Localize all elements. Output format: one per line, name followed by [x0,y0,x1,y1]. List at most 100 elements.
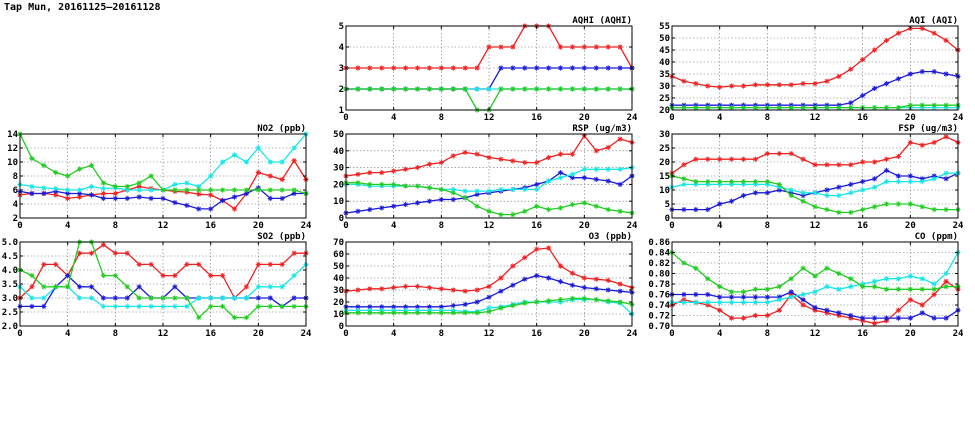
data-point [486,208,492,214]
data-point [557,86,564,92]
data-point [848,105,854,111]
data-point [29,295,35,301]
x-tick-label: 4 [391,329,397,339]
data-point [728,198,735,204]
data-point [943,37,949,43]
y-tick-label: 14 [7,130,18,140]
data-point [764,312,770,319]
data-point [740,105,747,111]
data-point [848,181,854,187]
y-tick-label: 6 [13,186,18,196]
x-tick-label: 20 [579,329,590,339]
data-point [196,191,202,197]
data-point [462,310,468,316]
data-point [605,277,611,283]
data-point [605,207,611,213]
data-point [907,201,913,207]
data-point [510,44,516,50]
data-point [522,86,528,92]
data-point [824,310,830,316]
data-point [243,295,250,301]
data-point [53,169,59,176]
data-point [100,180,107,186]
data-point [931,176,937,182]
data-point [812,204,818,210]
data-point [895,153,902,159]
data-point [41,261,47,267]
data-point [486,283,492,289]
data-point [848,100,854,106]
data-point [148,187,154,193]
data-point [100,190,107,197]
data-point [486,294,492,300]
data-point [486,309,492,315]
data-point [788,276,794,282]
data-point [29,284,35,290]
data-point [871,176,878,182]
data-point [728,181,735,187]
data-point [931,102,937,108]
data-point [812,305,818,311]
data-point [617,44,623,50]
data-point [208,273,214,279]
data-point [88,183,95,190]
x-tick-label: 0 [669,113,674,123]
data-point [510,86,516,92]
data-point [402,183,409,189]
series-blue [669,289,961,321]
data-point [136,194,142,200]
data-point [593,86,599,92]
data-point [943,170,949,176]
chart-rsp: 0 4 8 12 16 20 24 0 10 20 30 40 50 RSP (ug/m3) [333,124,638,231]
data-point [836,193,842,199]
data-point [124,195,130,201]
data-point [355,310,361,316]
data-point [100,186,107,192]
data-point [800,156,806,162]
data-point [836,209,842,215]
series-red [669,278,961,326]
data-point [705,291,711,298]
data-point [255,295,261,301]
x-tick-label: 0 [343,113,348,123]
data-point [860,187,866,193]
data-point [267,187,273,193]
data-point [569,86,576,92]
x-tick-label: 24 [627,221,638,231]
data-point [907,179,913,185]
data-point [752,105,759,111]
page-title: Tap Mun, 20161125–20161128 [4,2,161,13]
data-point [426,185,433,191]
data-point [860,318,866,324]
data-point [136,261,142,267]
data-point [498,65,504,71]
data-point [617,181,623,187]
data-point [617,281,623,287]
data-point [355,304,361,310]
data-point [148,303,154,309]
data-point [219,159,226,165]
data-point [534,273,540,279]
data-point [462,149,468,156]
data-point [788,291,794,298]
data-point [124,284,130,290]
data-point [208,187,214,193]
data-point [581,65,587,71]
x-tick-label: 24 [301,329,312,339]
data-point [693,299,699,305]
data-point [764,181,770,187]
x-tick-label: 16 [531,329,542,339]
y-tick-label: 10 [7,158,18,168]
data-point [124,303,130,309]
data-point [848,66,854,72]
data-point [617,136,623,142]
data-point [100,303,107,309]
data-point [450,196,456,203]
data-point [231,187,238,193]
data-point [848,162,854,168]
data-point [450,153,456,159]
y-tick-label: 4.0 [2,266,18,276]
x-tick-label: 4 [717,221,723,231]
y-tick-label: 3.0 [2,294,18,304]
